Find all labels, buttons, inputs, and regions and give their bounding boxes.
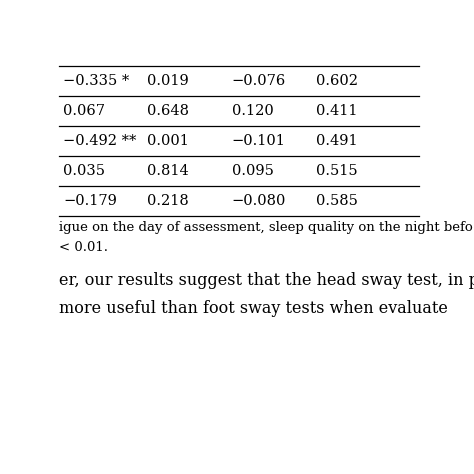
Text: 0.411: 0.411 xyxy=(316,104,358,118)
Text: 0.095: 0.095 xyxy=(232,164,274,178)
Text: more useful than foot sway tests when evaluate: more useful than foot sway tests when ev… xyxy=(59,300,448,317)
Text: 0.491: 0.491 xyxy=(316,134,358,148)
Text: 0.035: 0.035 xyxy=(63,164,105,178)
Text: 0.602: 0.602 xyxy=(316,74,358,88)
Text: −0.101: −0.101 xyxy=(232,134,286,148)
Text: −0.335 *: −0.335 * xyxy=(63,74,129,88)
Text: 0.585: 0.585 xyxy=(316,194,358,208)
Text: igue on the day of assessment, sleep quality on the night befo: igue on the day of assessment, sleep qua… xyxy=(59,221,473,234)
Text: −0.179: −0.179 xyxy=(63,194,117,208)
Text: 0.648: 0.648 xyxy=(147,104,190,118)
Text: 0.814: 0.814 xyxy=(147,164,189,178)
Text: −0.080: −0.080 xyxy=(232,194,286,208)
Text: 0.019: 0.019 xyxy=(147,74,189,88)
Text: 0.515: 0.515 xyxy=(316,164,358,178)
Text: 0.218: 0.218 xyxy=(147,194,189,208)
Text: −0.492 **: −0.492 ** xyxy=(63,134,137,148)
Text: < 0.01.: < 0.01. xyxy=(59,241,108,254)
Text: 0.001: 0.001 xyxy=(147,134,189,148)
Text: −0.076: −0.076 xyxy=(232,74,286,88)
Text: er, our results suggest that the head sway test, in p: er, our results suggest that the head sw… xyxy=(59,272,474,289)
Text: 0.067: 0.067 xyxy=(63,104,105,118)
Text: 0.120: 0.120 xyxy=(232,104,273,118)
